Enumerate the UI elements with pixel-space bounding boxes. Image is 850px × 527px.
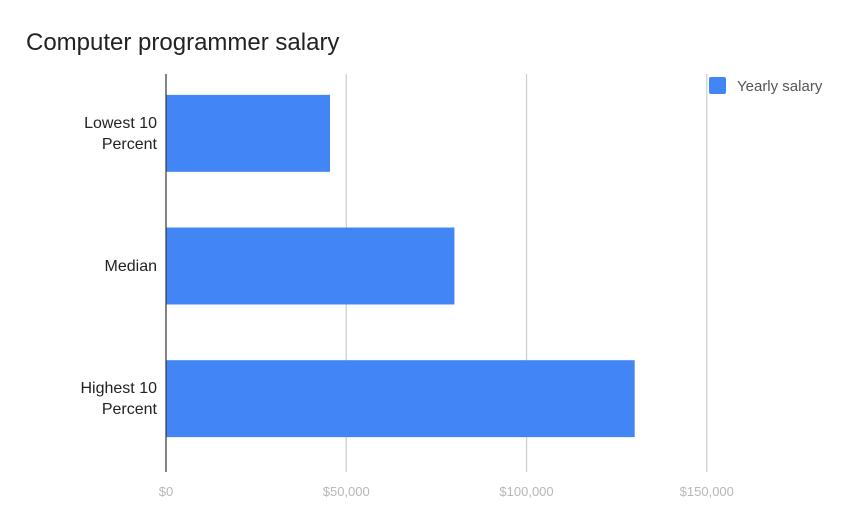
bars: [166, 94, 635, 438]
x-tick-label: $50,000: [323, 484, 370, 499]
category-labels: Lowest 10 Percent Median Highest 10 Percent: [81, 115, 158, 418]
legend-swatch: [709, 77, 726, 94]
x-tick-label: $150,000: [680, 484, 734, 499]
x-tick-label: $100,000: [499, 484, 553, 499]
x-tick-label: $0: [159, 484, 173, 499]
category-label: Lowest 10 Percent: [84, 115, 157, 153]
bar: [166, 227, 455, 305]
x-tick-labels: $0 $50,000 $100,000 $150,000: [159, 484, 734, 499]
bar: [166, 94, 331, 172]
legend: Yearly salary: [709, 77, 823, 95]
category-label: Median: [105, 258, 157, 275]
bar: [166, 360, 635, 438]
category-label: Highest 10 Percent: [81, 380, 158, 418]
legend-label-yearly-salary: Yearly salary: [737, 78, 823, 95]
chart-title: Computer programmer salary: [26, 29, 339, 56]
